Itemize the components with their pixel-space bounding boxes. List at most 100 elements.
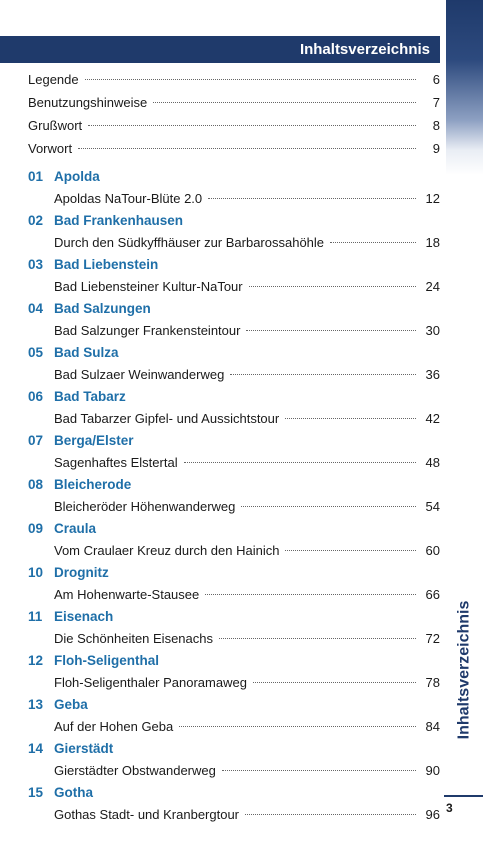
toc-entry[interactable]: Bleicheröder Höhenwanderweg 54 xyxy=(28,495,440,518)
toc-entry[interactable]: Gothas Stadt- und Kranbergtour 96 xyxy=(28,803,440,826)
toc-entry[interactable]: Durch den Südkyffhäuser zur Barbarossahö… xyxy=(28,231,440,254)
chapter-title: Gierstädt xyxy=(54,741,114,756)
chapter-title: Eisenach xyxy=(54,609,114,624)
page-title: Inhaltsverzeichnis xyxy=(299,41,430,58)
tour-name: Die Schönheiten Eisenachs xyxy=(54,631,213,646)
chapter-entry: 01 Apolda Apoldas NaTour-Blüte 2.0 12 xyxy=(28,166,440,210)
chapter-heading[interactable]: 12 Floh-Seligenthal xyxy=(28,650,440,671)
dot-leader xyxy=(246,330,416,331)
toc-entry[interactable]: Apoldas NaTour-Blüte 2.0 12 xyxy=(28,187,440,210)
toc-entry-page: 36 xyxy=(425,367,440,382)
dot-leader xyxy=(330,242,416,243)
toc-entry-page: 48 xyxy=(425,455,440,470)
toc-entry[interactable]: Die Schönheiten Eisenachs 72 xyxy=(28,627,440,650)
chapter-number: 06 xyxy=(28,389,44,404)
toc-entry[interactable]: Bad Tabarzer Gipfel- und Aussichtstour 42 xyxy=(28,407,440,430)
chapter-entry: 14 Gierstädt Gierstädter Obstwanderweg 90 xyxy=(28,738,440,782)
dot-leader xyxy=(183,462,416,463)
toc-entry-page: 7 xyxy=(432,95,440,110)
chapter-heading[interactable]: 11 Eisenach xyxy=(28,606,440,627)
chapter-heading[interactable]: 02 Bad Frankenhausen xyxy=(28,210,440,231)
chapter-number: 13 xyxy=(28,697,44,712)
toc-entry[interactable]: Bad Sulzaer Weinwanderweg 36 xyxy=(28,363,440,386)
chapter-number: 10 xyxy=(28,565,44,580)
toc-entry[interactable]: Gierstädter Obstwanderweg 90 xyxy=(28,759,440,782)
chapter-heading[interactable]: 07 Berga/Elster xyxy=(28,430,440,451)
dot-leader xyxy=(205,594,416,595)
chapter-heading[interactable]: 15 Gotha xyxy=(28,782,440,803)
sidebar-band xyxy=(446,0,483,844)
dot-leader xyxy=(84,79,416,80)
toc-entry[interactable]: Bad Liebensteiner Kultur-NaTour 24 xyxy=(28,275,440,298)
chapter-heading[interactable]: 13 Geba xyxy=(28,694,440,715)
toc-entry[interactable]: Legende 6 xyxy=(28,68,440,91)
toc-entry[interactable]: Vom Craulaer Kreuz durch den Hainich 60 xyxy=(28,539,440,562)
chapter-number: 03 xyxy=(28,257,44,272)
toc-entry-page: 54 xyxy=(425,499,440,514)
toc-entry[interactable]: Bad Salzunger Frankensteintour 30 xyxy=(28,319,440,342)
toc-entry[interactable]: Auf der Hohen Geba 84 xyxy=(28,715,440,738)
chapter-heading[interactable]: 09 Craula xyxy=(28,518,440,539)
chapter-entry: 06 Bad Tabarz Bad Tabarzer Gipfel- und Aus… xyxy=(28,386,440,430)
dot-leader xyxy=(78,148,416,149)
tour-name: Bad Tabarzer Gipfel- und Aussichtstour xyxy=(54,411,280,426)
toc-entry[interactable]: Am Hohenwarte-Stausee 66 xyxy=(28,583,440,606)
chapter-heading[interactable]: 14 Gierstädt xyxy=(28,738,440,759)
toc-entry-page: 42 xyxy=(425,411,440,426)
chapter-entry: 10 Drognitz Am Hohenwarte-Stausee 66 xyxy=(28,562,440,606)
chapter-number: 08 xyxy=(28,477,44,492)
tour-name: Sagenhaftes Elstertal xyxy=(54,455,178,470)
tour-name: Vom Craulaer Kreuz durch den Hainich xyxy=(54,543,280,558)
chapter-heading[interactable]: 08 Bleicherode xyxy=(28,474,440,495)
toc-entry[interactable]: Vorwort 9 xyxy=(28,137,440,160)
toc-entry[interactable]: Benutzungshinweise 7 xyxy=(28,91,440,114)
dot-leader xyxy=(230,374,416,375)
front-matter-list: Legende 6 Benutzungshinweise 7 Grußwort … xyxy=(28,68,440,160)
toc-entry[interactable]: Sagenhaftes Elstertal 48 xyxy=(28,451,440,474)
tour-name: Bad Sulzaer Weinwanderweg xyxy=(54,367,225,382)
toc-entry-page: 72 xyxy=(425,631,440,646)
chapter-entry: 02 Bad Frankenhausen Durch den Südkyffhäus… xyxy=(28,210,440,254)
chapter-heading[interactable]: 01 Apolda xyxy=(28,166,440,187)
toc-entry[interactable]: Floh-Seligenthaler Panoramaweg 78 xyxy=(28,671,440,694)
chapter-number: 01 xyxy=(28,169,44,184)
chapter-title: Bad Frankenhausen xyxy=(54,213,184,228)
chapter-number: 09 xyxy=(28,521,44,536)
chapter-title: Craula xyxy=(54,521,97,536)
toc-entry-page: 90 xyxy=(425,763,440,778)
tour-name: Am Hohenwarte-Stausee xyxy=(54,587,200,602)
dot-leader xyxy=(221,770,416,771)
chapter-number: 14 xyxy=(28,741,44,756)
tour-name: Gothas Stadt- und Kranbergtour xyxy=(54,807,240,822)
chapter-number: 15 xyxy=(28,785,44,800)
chapter-entry: 05 Bad Sulza Bad Sulzaer Weinwanderweg 36 xyxy=(28,342,440,386)
toc-entry-label: Legende xyxy=(28,72,79,87)
toc-entry[interactable]: Grußwort 8 xyxy=(28,114,440,137)
tour-name: Durch den Südkyffhäuser zur Barbarossahö… xyxy=(54,235,325,250)
chapter-heading[interactable]: 03 Bad Liebenstein xyxy=(28,254,440,275)
toc-entry-label: Vorwort xyxy=(28,141,73,156)
dot-leader xyxy=(285,550,416,551)
chapter-title: Bleicherode xyxy=(54,477,132,492)
tour-name: Bad Liebensteiner Kultur-NaTour xyxy=(54,279,243,294)
chapter-title: Floh-Seligenthal xyxy=(54,653,160,668)
toc-entry-page: 9 xyxy=(432,141,440,156)
tour-name: Bleicheröder Höhenwanderweg xyxy=(54,499,236,514)
chapter-heading[interactable]: 06 Bad Tabarz xyxy=(28,386,440,407)
dot-leader xyxy=(153,102,416,103)
dot-leader xyxy=(219,638,416,639)
toc-entry-page: 60 xyxy=(425,543,440,558)
sidebar-title-text: Inhaltsverzeichnis xyxy=(455,600,473,740)
chapter-heading[interactable]: 04 Bad Salzungen xyxy=(28,298,440,319)
sidebar-section-title: Inhaltsverzeichnis xyxy=(446,600,483,740)
chapter-number: 04 xyxy=(28,301,44,316)
chapter-heading[interactable]: 05 Bad Sulza xyxy=(28,342,440,363)
chapter-title: Apolda xyxy=(54,169,100,184)
dot-leader xyxy=(252,682,416,683)
chapter-number: 11 xyxy=(28,609,43,624)
dot-leader xyxy=(241,506,416,507)
tour-name: Gierstädter Obstwanderweg xyxy=(54,763,216,778)
chapter-number: 02 xyxy=(28,213,44,228)
toc-entry-page: 8 xyxy=(432,118,440,133)
chapter-heading[interactable]: 10 Drognitz xyxy=(28,562,440,583)
